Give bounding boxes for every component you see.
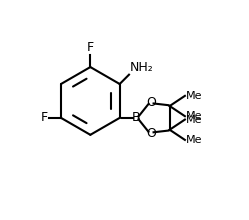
Text: F: F bbox=[41, 111, 48, 124]
Text: O: O bbox=[146, 127, 156, 140]
Text: O: O bbox=[146, 96, 156, 109]
Text: Me: Me bbox=[186, 91, 202, 101]
Text: B: B bbox=[131, 111, 140, 124]
Text: Me: Me bbox=[186, 115, 202, 125]
Text: F: F bbox=[87, 41, 94, 54]
Text: Me: Me bbox=[186, 135, 202, 145]
Text: NH₂: NH₂ bbox=[130, 61, 154, 74]
Text: Me: Me bbox=[186, 111, 202, 121]
